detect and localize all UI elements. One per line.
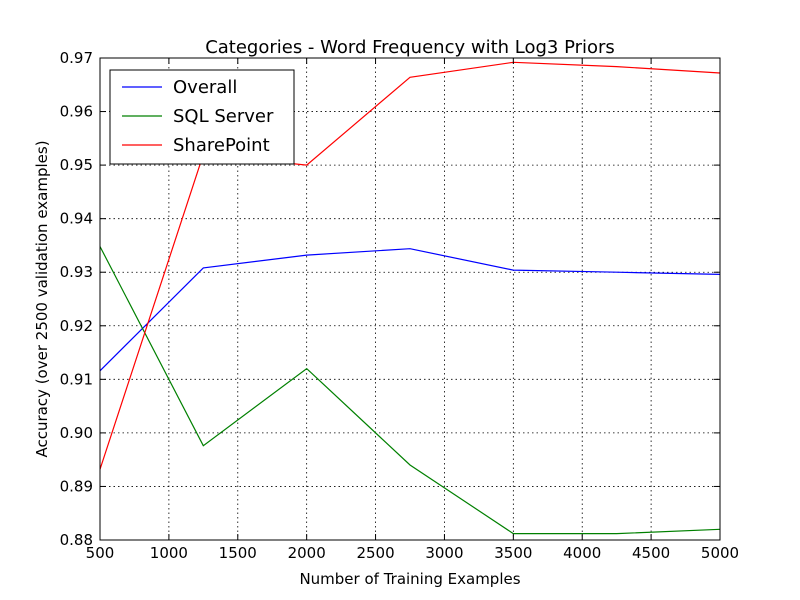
legend: Overall SQL Server SharePoint: [109, 69, 295, 165]
x-tick-label: 2000: [288, 544, 326, 562]
y-tick-label: 0.88: [60, 531, 93, 549]
x-tick-label: 4500: [632, 544, 670, 562]
legend-box: [109, 69, 295, 165]
legend-label-overall: Overall: [173, 77, 237, 98]
x-tick-label: 500: [86, 544, 115, 562]
x-tick-label: 4000: [563, 544, 601, 562]
series-line-sql-server: [99, 246, 721, 535]
legend-label-sharepoint: SharePoint: [173, 135, 270, 156]
y-tick-label: 0.91: [60, 370, 93, 388]
y-tick-label: 0.90: [60, 424, 93, 442]
y-tick-label: 0.96: [60, 103, 93, 121]
x-tick-label: 1500: [219, 544, 257, 562]
y-tick-label: 0.97: [60, 49, 93, 67]
x-axis-label: Number of Training Examples: [299, 570, 520, 588]
y-tick-label: 0.94: [60, 210, 93, 228]
ticks: 500 1000 1500 2000 2500 3000 3500 4000 4500 5000 0…: [60, 49, 740, 562]
plot-frame: [99, 57, 721, 541]
chart-title: Categories - Word Frequency with Log3 Pr…: [205, 37, 615, 58]
x-tick-label: 3000: [425, 544, 463, 562]
legend-label-sql-server: SQL Server: [173, 106, 274, 127]
x-tick-label: 5000: [701, 544, 739, 562]
y-tick-label: 0.95: [60, 156, 93, 174]
y-axis-label: Accuracy (over 2500 validation examples): [33, 140, 51, 457]
series-line-overall: [99, 248, 721, 372]
y-tick-label: 0.93: [60, 263, 93, 281]
y-tick-label: 0.89: [60, 477, 93, 495]
y-tick-label: 0.92: [60, 317, 93, 335]
x-tick-label: 3500: [494, 544, 532, 562]
x-tick-label: 1000: [150, 544, 188, 562]
x-tick-label: 2500: [356, 544, 394, 562]
